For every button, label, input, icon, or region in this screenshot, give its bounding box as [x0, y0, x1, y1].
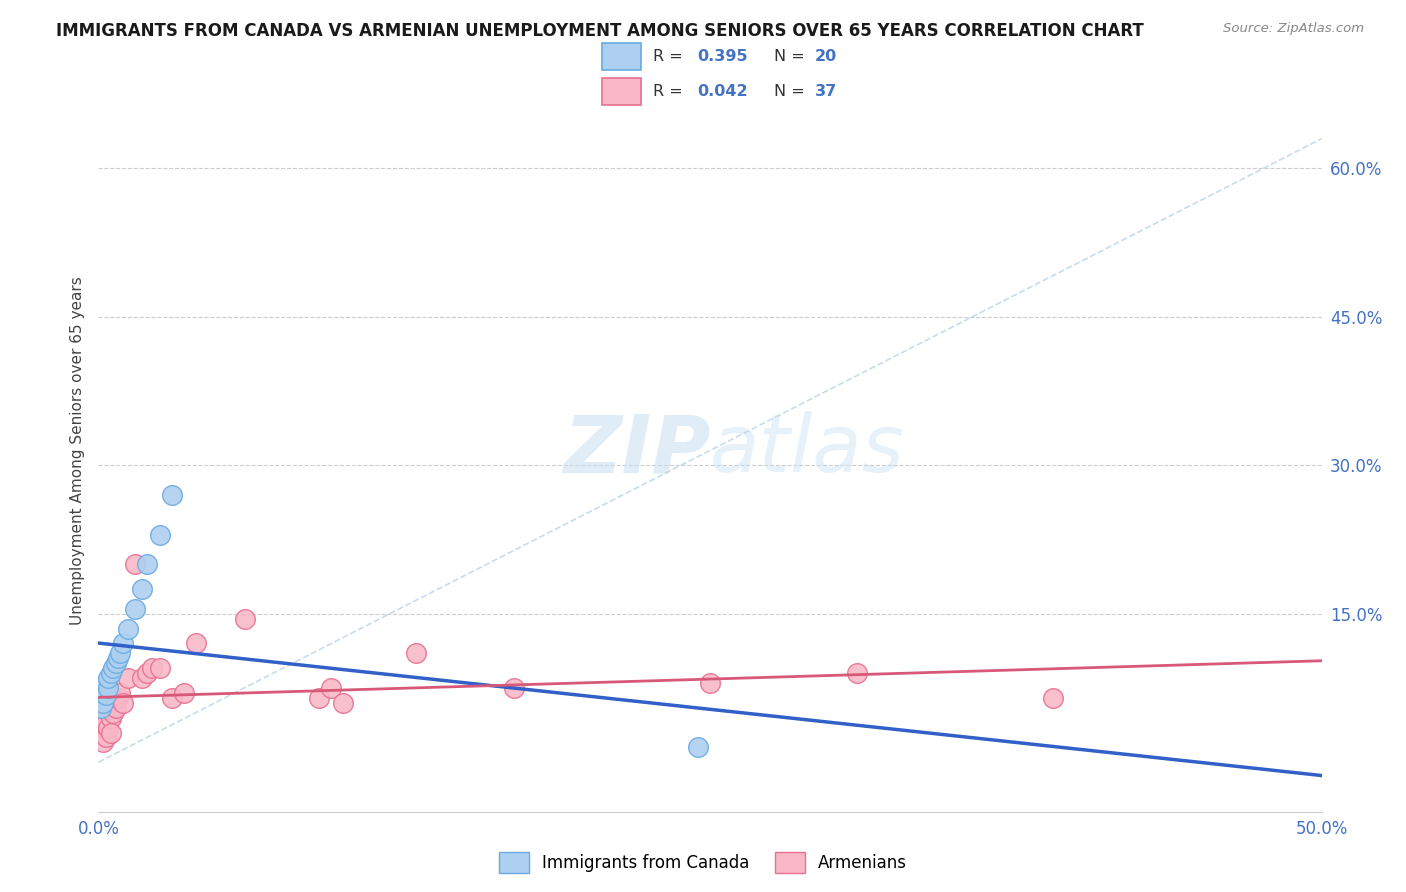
- Text: 20: 20: [815, 49, 837, 63]
- Point: [107, 690, 129, 705]
- Text: 0.042: 0.042: [697, 84, 748, 99]
- Point: [91, 735, 114, 749]
- Point: [111, 696, 134, 710]
- Point: [100, 666, 122, 681]
- Point: [97, 681, 120, 695]
- Point: [100, 725, 122, 739]
- Text: N =: N =: [773, 49, 810, 63]
- Point: [136, 558, 159, 572]
- Point: [845, 666, 868, 681]
- Point: [160, 488, 183, 502]
- Point: [110, 646, 132, 660]
- Point: [136, 666, 159, 681]
- Point: [90, 700, 112, 714]
- Point: [104, 700, 127, 714]
- Point: [405, 646, 427, 660]
- Point: [90, 725, 112, 739]
- Point: [110, 686, 132, 700]
- Point: [101, 706, 124, 720]
- Point: [94, 688, 117, 702]
- Point: [686, 740, 709, 755]
- Point: [131, 582, 153, 596]
- Point: [117, 671, 139, 685]
- Point: [124, 558, 146, 572]
- Point: [233, 612, 256, 626]
- Point: [91, 696, 114, 710]
- Point: [107, 651, 129, 665]
- Point: [94, 731, 117, 745]
- Point: [97, 671, 120, 685]
- Point: [141, 661, 163, 675]
- Legend: Immigrants from Canada, Armenians: Immigrants from Canada, Armenians: [492, 846, 914, 880]
- Point: [94, 676, 117, 690]
- Point: [94, 700, 117, 714]
- Point: [91, 721, 114, 735]
- Text: ZIP: ZIP: [562, 411, 710, 490]
- Point: [100, 711, 122, 725]
- Point: [160, 690, 183, 705]
- Point: [503, 681, 526, 695]
- Point: [332, 696, 354, 710]
- Point: [149, 661, 172, 675]
- Point: [319, 681, 342, 695]
- Point: [100, 700, 122, 714]
- Point: [173, 686, 195, 700]
- Point: [111, 636, 134, 650]
- Text: Source: ZipAtlas.com: Source: ZipAtlas.com: [1223, 22, 1364, 36]
- FancyBboxPatch shape: [602, 78, 641, 105]
- Point: [131, 671, 153, 685]
- Point: [101, 661, 124, 675]
- Point: [1042, 690, 1064, 705]
- Point: [97, 696, 120, 710]
- Point: [104, 657, 127, 671]
- Point: [94, 715, 117, 730]
- Point: [699, 676, 721, 690]
- Text: R =: R =: [652, 49, 688, 63]
- Point: [117, 622, 139, 636]
- Point: [97, 721, 120, 735]
- Text: R =: R =: [652, 84, 688, 99]
- FancyBboxPatch shape: [602, 43, 641, 70]
- Point: [186, 636, 208, 650]
- Text: 37: 37: [815, 84, 837, 99]
- Point: [124, 602, 146, 616]
- Text: IMMIGRANTS FROM CANADA VS ARMENIAN UNEMPLOYMENT AMONG SENIORS OVER 65 YEARS CORR: IMMIGRANTS FROM CANADA VS ARMENIAN UNEMP…: [56, 22, 1144, 40]
- Point: [101, 690, 124, 705]
- Text: atlas: atlas: [710, 411, 905, 490]
- Point: [91, 700, 114, 714]
- Text: 0.395: 0.395: [697, 49, 748, 63]
- Text: N =: N =: [773, 84, 810, 99]
- Point: [91, 686, 114, 700]
- Y-axis label: Unemployment Among Seniors over 65 years: Unemployment Among Seniors over 65 years: [69, 277, 84, 624]
- Point: [308, 690, 330, 705]
- Point: [149, 527, 172, 541]
- Point: [90, 711, 112, 725]
